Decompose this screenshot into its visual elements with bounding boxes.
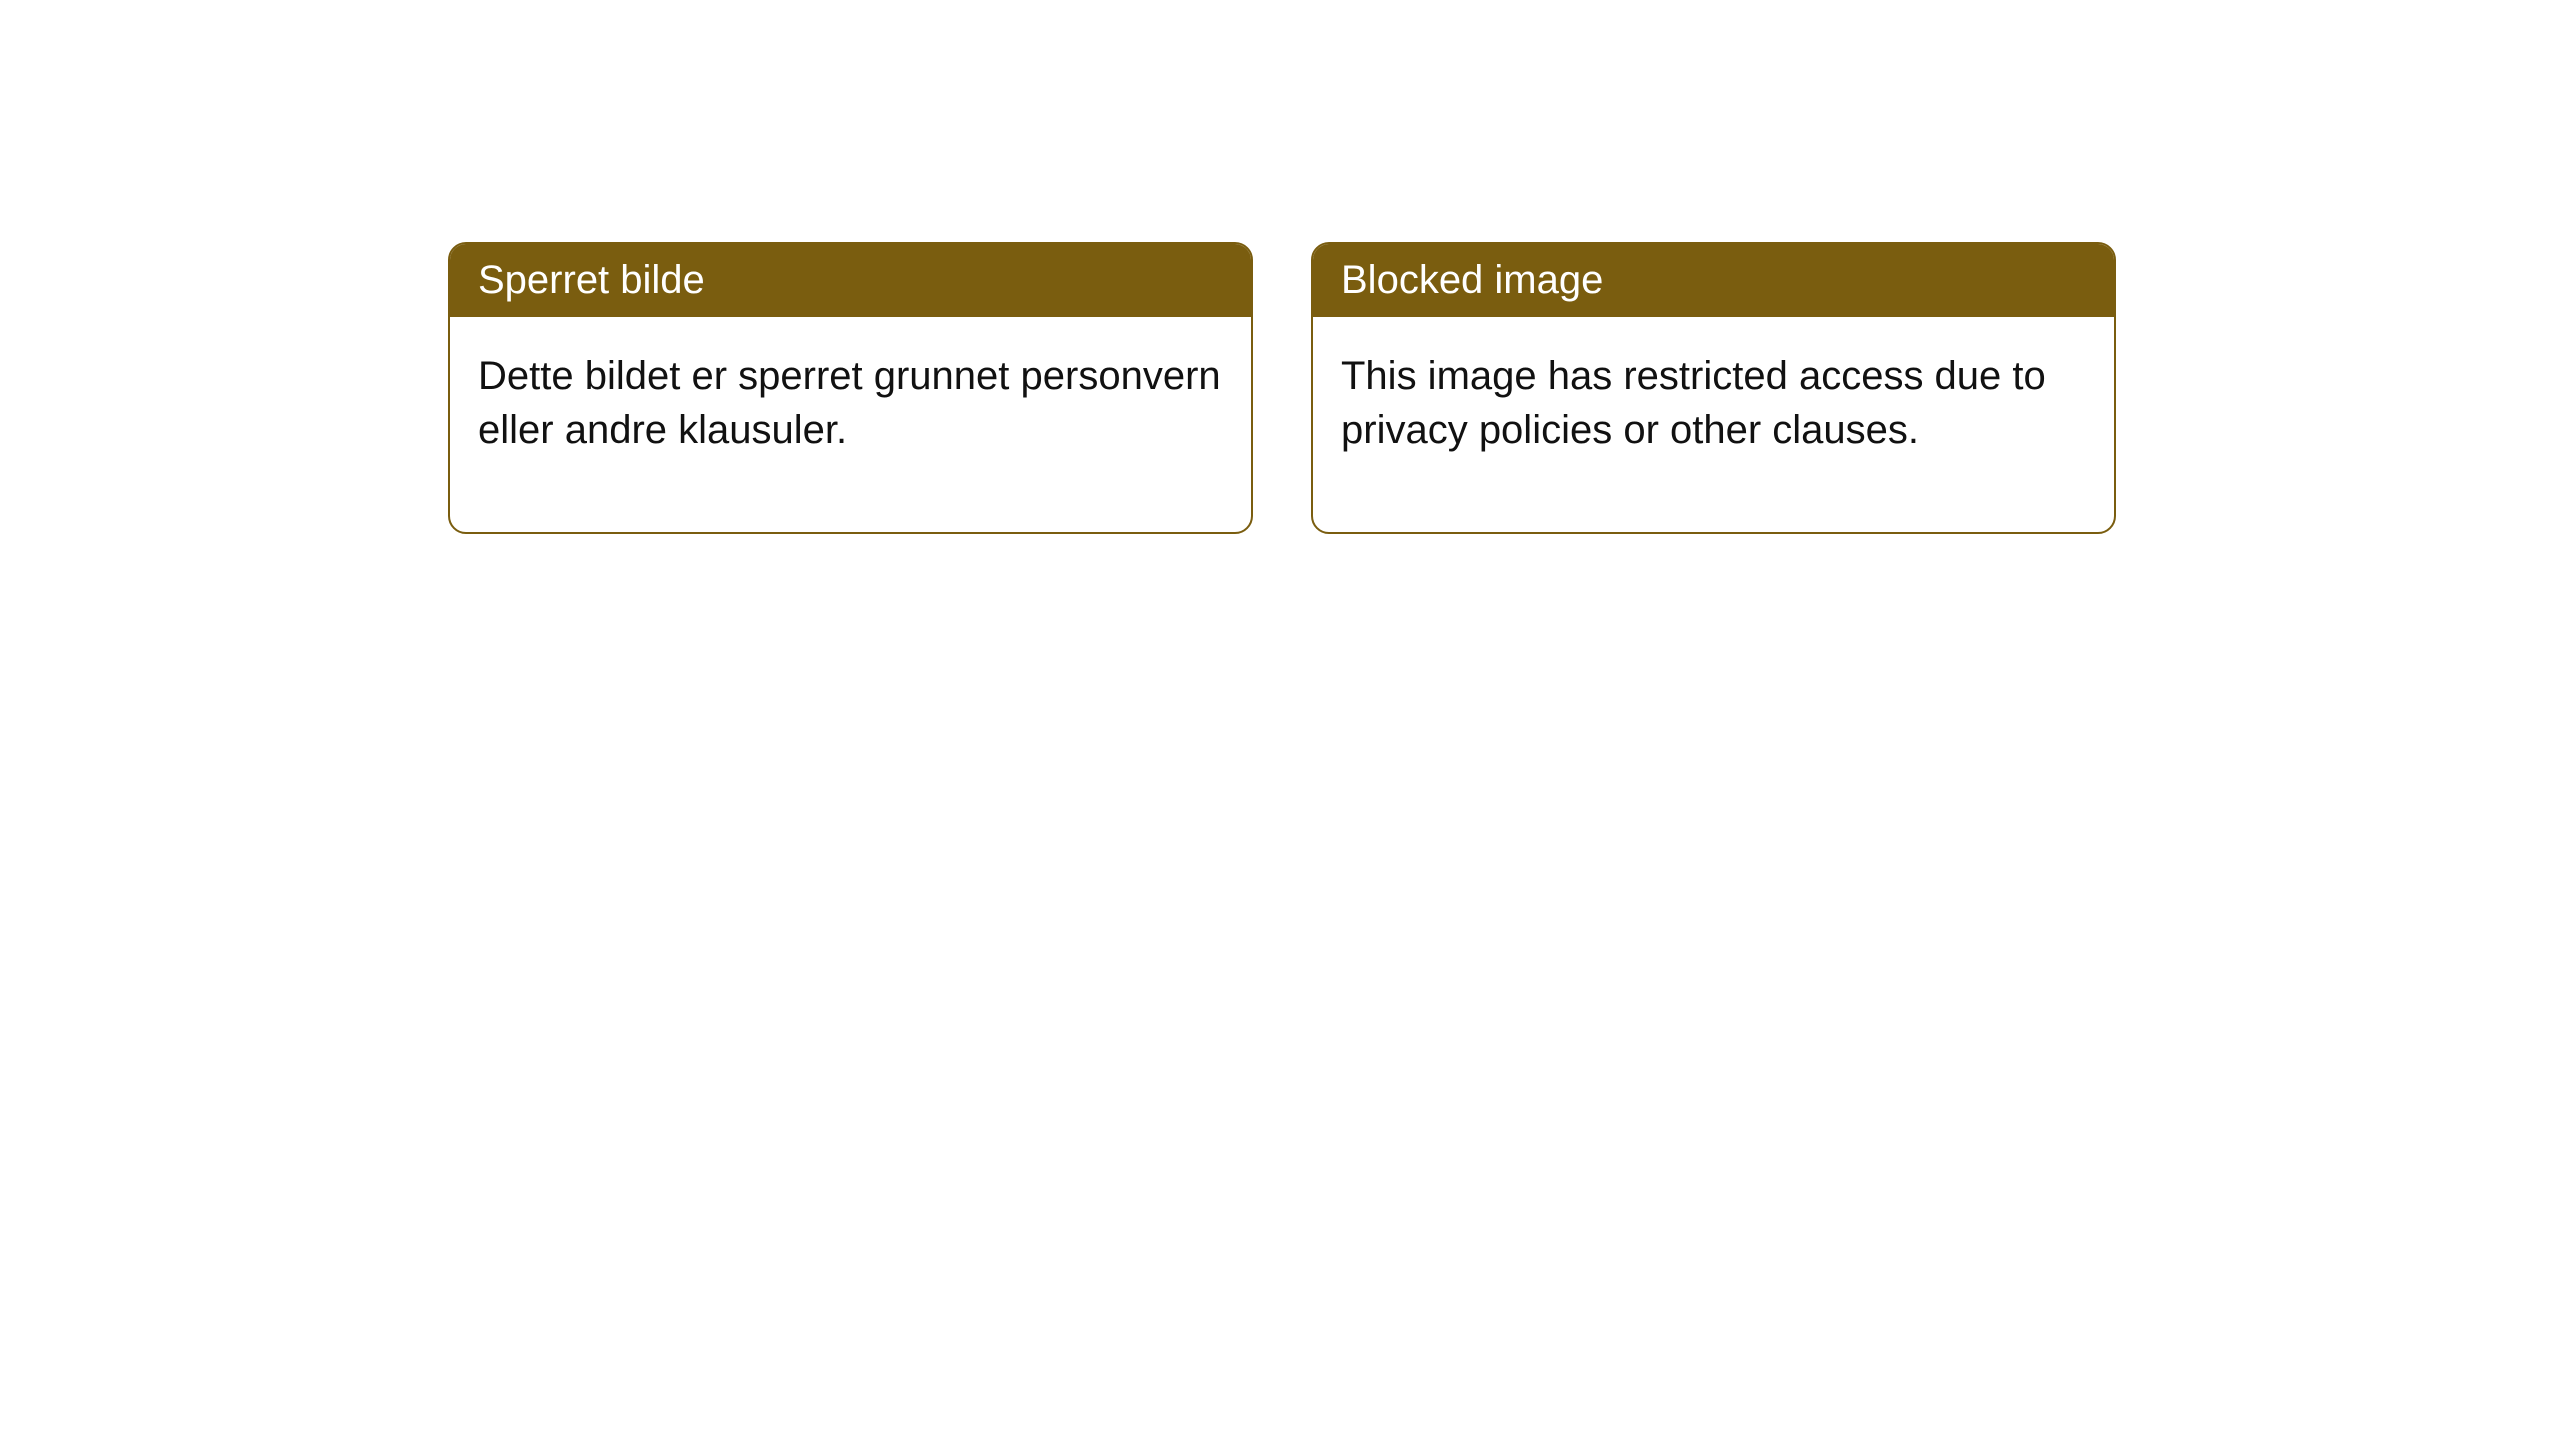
card-header: Blocked image (1313, 244, 2114, 317)
notice-card-english: Blocked image This image has restricted … (1311, 242, 2116, 534)
notice-card-norwegian: Sperret bilde Dette bildet er sperret gr… (448, 242, 1253, 534)
card-body-text: Dette bildet er sperret grunnet personve… (478, 354, 1221, 452)
card-body: This image has restricted access due to … (1313, 317, 2114, 532)
card-header: Sperret bilde (450, 244, 1251, 317)
card-title: Blocked image (1341, 258, 1603, 302)
card-title: Sperret bilde (478, 258, 705, 302)
card-body-text: This image has restricted access due to … (1341, 354, 2046, 452)
notice-container: Sperret bilde Dette bildet er sperret gr… (448, 242, 2116, 534)
card-body: Dette bildet er sperret grunnet personve… (450, 317, 1251, 532)
